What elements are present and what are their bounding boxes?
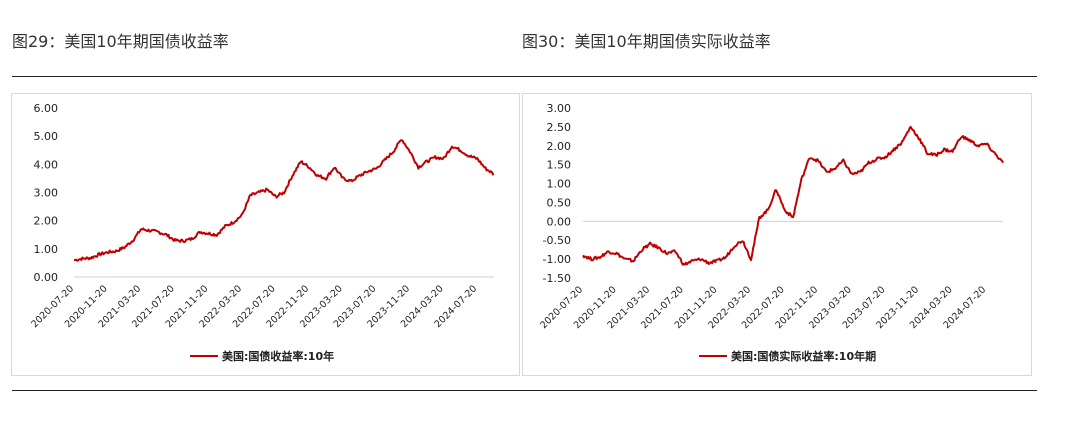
y-tick-label: 0.00 [34,271,59,284]
yield-chart: 0.001.002.003.004.005.006.002020-07-2020… [29,102,495,363]
series-line [73,139,495,262]
y-tick-label: -1.50 [543,272,571,285]
chart-panel-30: -1.50 -1.00 -0.50 0.00 0.50 1.00 1.50 2.00 2.50 3… [522,93,1032,376]
y-tick-label: -1.00 [543,253,571,266]
real-yield-chart: -1.50 -1.00 -0.50 0.00 0.50 1.00 1.50 2.00 2.50 3… [538,102,1004,363]
y-tick-label: 1.50 [547,159,572,172]
y-tick-label: -0.50 [543,234,571,247]
bottom-divider [12,390,1037,391]
legend-label: 美国:国债实际收益率:10年期 [731,349,876,363]
y-tick-label: 5.00 [34,130,59,143]
y-tick-label: 2.00 [34,215,59,228]
y-tick-label: 2.50 [547,121,572,134]
y-tick-label: 4.00 [34,158,59,171]
figure-29-title: 图29：美国10年期国债收益率 [12,32,229,51]
y-tick-label: 0.50 [547,196,572,209]
legend-label: 美国:国债收益率:10年 [222,349,334,363]
figure-30-title: 图30：美国10年期国债实际收益率 [522,32,771,51]
y-tick-label: 2.00 [547,140,572,153]
y-tick-label: 3.00 [547,102,572,115]
y-tick-label: 0.00 [547,215,572,228]
chart-panel-29: 0.00 1.00 2.00 3.00 4.00 5.00 6.00 2020-07-20 20… [11,93,520,376]
y-tick-label: 6.00 [34,102,59,115]
top-divider [12,76,1037,77]
series-line [582,125,1004,266]
y-tick-label: 1.00 [34,243,59,256]
y-tick-label: 3.00 [34,187,59,200]
y-tick-label: 1.00 [547,178,572,191]
